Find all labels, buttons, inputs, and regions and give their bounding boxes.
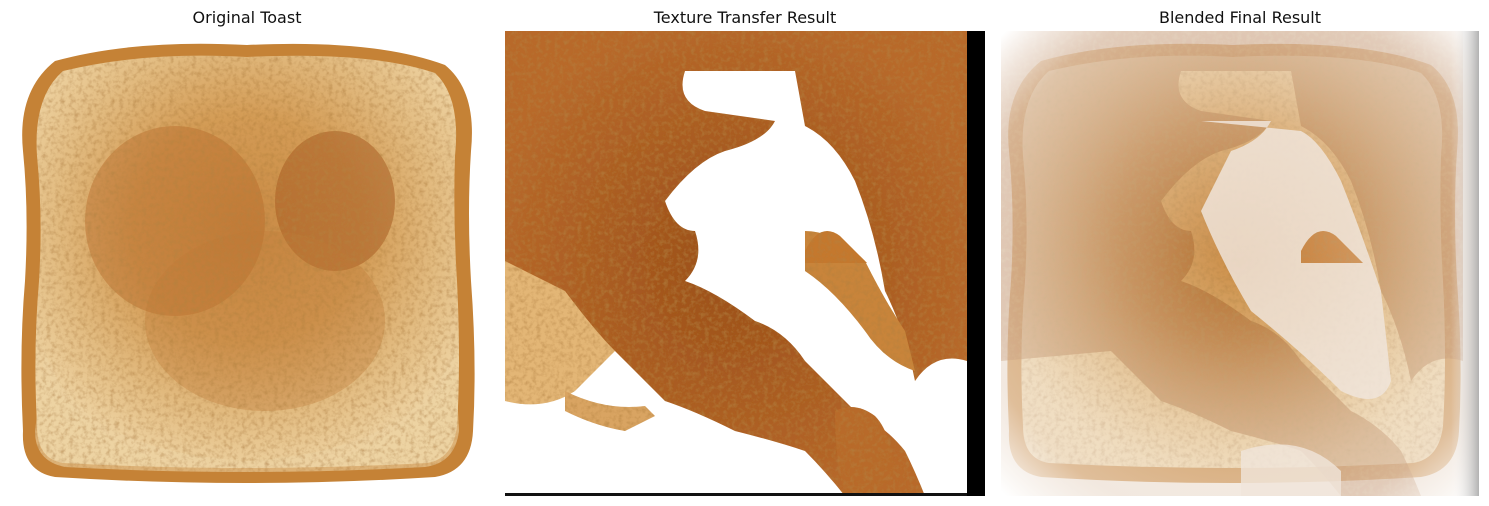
texture-transfer-image — [505, 31, 985, 496]
panel-texture-transfer: Texture Transfer Result — [505, 0, 985, 506]
panel-blended-final: Blended Final Result — [1001, 0, 1479, 506]
blended-final-image — [1001, 31, 1479, 496]
black-edge-bar — [967, 31, 985, 496]
panel-title: Texture Transfer Result — [653, 8, 837, 27]
panel-title: Blended Final Result — [1158, 8, 1322, 27]
original-toast-image — [15, 31, 479, 493]
panel-original-toast: Original Toast — [15, 0, 479, 506]
panel-title: Original Toast — [192, 8, 302, 27]
